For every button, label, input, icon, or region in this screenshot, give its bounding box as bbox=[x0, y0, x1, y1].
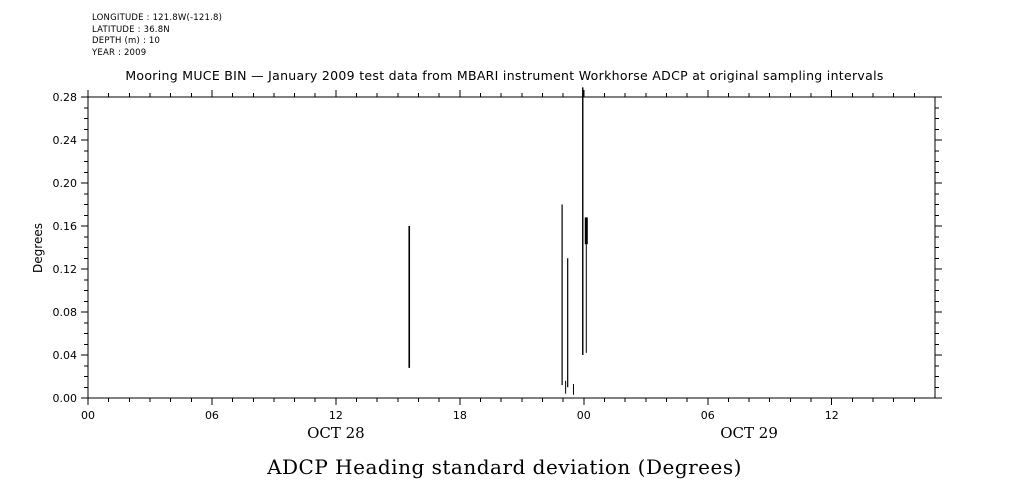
chart-title: Mooring MUCE BIN — January 2009 test dat… bbox=[125, 68, 884, 83]
y-tick-label: 0.08 bbox=[53, 306, 78, 319]
y-tick-label: 0.24 bbox=[53, 134, 78, 147]
y-tick-label: 0.12 bbox=[53, 263, 78, 276]
meta-depth: DEPTH (m) : 10 bbox=[92, 36, 161, 46]
x-tick-label: 12 bbox=[825, 409, 839, 422]
y-tick-label: 0.28 bbox=[53, 91, 78, 104]
plot-frame bbox=[87, 96, 936, 399]
y-tick-label: 0.16 bbox=[53, 220, 78, 233]
meta-year: YEAR : 2009 bbox=[92, 47, 147, 58]
x-tick-label: 18 bbox=[453, 409, 467, 422]
meta-longitude: LONGITUDE : 121.8W(-121.8) bbox=[92, 13, 223, 23]
x-tick-label: 06 bbox=[701, 409, 715, 422]
figure-caption: ADCP Heading standard deviation (Degrees… bbox=[267, 455, 742, 479]
x-tick-label: 06 bbox=[205, 409, 219, 422]
date-label: OCT 29 bbox=[720, 424, 778, 442]
x-tick-label: 00 bbox=[81, 409, 95, 422]
x-tick-label: 12 bbox=[329, 409, 343, 422]
x-tick-label: 00 bbox=[577, 409, 591, 422]
date-label: OCT 28 bbox=[307, 424, 365, 442]
metadata-block: LONGITUDE : 121.8W(-121.8) LATITUDE : 36… bbox=[92, 13, 222, 59]
meta-latitude: LATITUDE : 36.8N bbox=[92, 24, 170, 35]
y-tick-label: 0.04 bbox=[53, 349, 78, 362]
y-tick-label: 0.20 bbox=[53, 177, 78, 190]
y-tick-label: 0.00 bbox=[53, 392, 78, 405]
